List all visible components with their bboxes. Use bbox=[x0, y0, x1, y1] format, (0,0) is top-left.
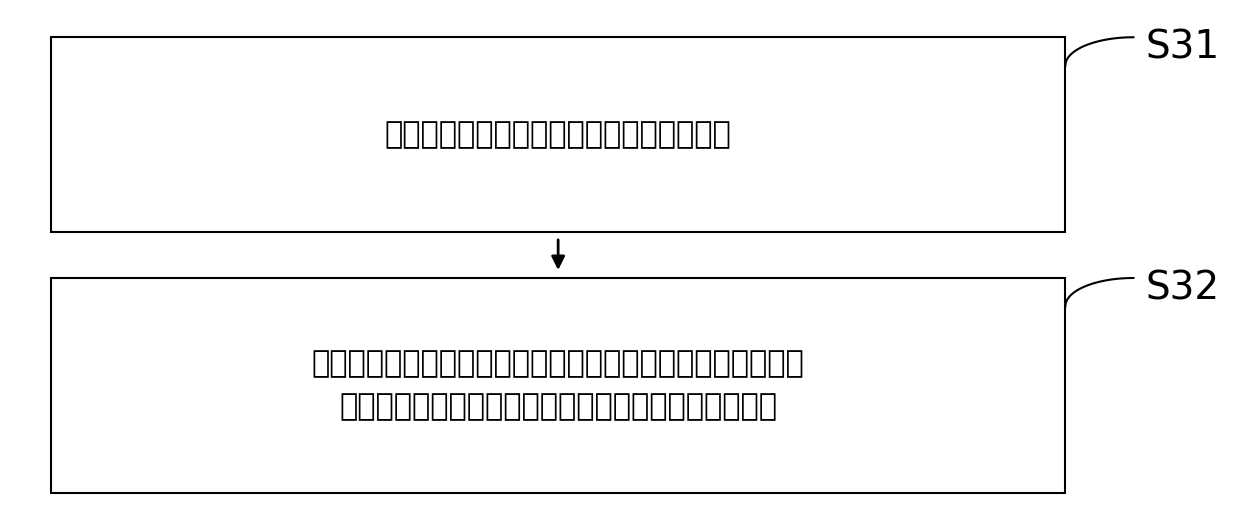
Text: 车载充电机根据所述电流下降信号将所述当前充电电流下降至
第二预设充电电流，并向所述整车控制器发送反馈信号: 车载充电机根据所述电流下降信号将所述当前充电电流下降至 第二预设充电电流，并向所… bbox=[311, 350, 805, 421]
Text: S31: S31 bbox=[1146, 28, 1220, 66]
Text: 整车控制器向车载充电机发送电流下降信号: 整车控制器向车载充电机发送电流下降信号 bbox=[384, 120, 732, 149]
FancyBboxPatch shape bbox=[51, 37, 1065, 232]
FancyBboxPatch shape bbox=[51, 278, 1065, 493]
Text: S32: S32 bbox=[1146, 269, 1220, 307]
